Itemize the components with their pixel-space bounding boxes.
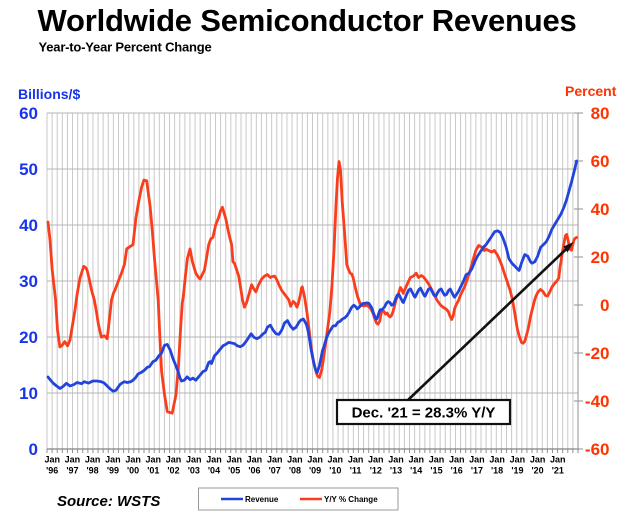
svg-text:Y/Y % Change: Y/Y % Change: [324, 495, 378, 504]
svg-text:Jan: Jan: [368, 455, 384, 465]
svg-text:'98: '98: [87, 466, 99, 476]
svg-text:'99: '99: [107, 466, 119, 476]
svg-text:Jan: Jan: [146, 455, 162, 465]
svg-text:Jan: Jan: [247, 455, 263, 465]
svg-text:'08: '08: [289, 466, 301, 476]
svg-text:Jan: Jan: [550, 455, 566, 465]
svg-text:'11: '11: [350, 466, 362, 476]
svg-text:Jan: Jan: [44, 455, 60, 465]
svg-text:-40: -40: [585, 392, 610, 411]
svg-text:10: 10: [19, 384, 38, 403]
svg-text:Dec. '21 = 28.3% Y/Y: Dec. '21 = 28.3% Y/Y: [352, 405, 496, 422]
svg-text:Jan: Jan: [65, 455, 81, 465]
svg-text:'21: '21: [552, 466, 564, 476]
svg-text:'13: '13: [390, 466, 402, 476]
svg-text:Jan: Jan: [287, 455, 303, 465]
svg-text:Jan: Jan: [489, 455, 505, 465]
svg-text:'07: '07: [269, 466, 281, 476]
svg-text:Jan: Jan: [429, 455, 445, 465]
svg-text:Jan: Jan: [166, 455, 182, 465]
svg-text:Source: WSTS: Source: WSTS: [57, 493, 160, 510]
svg-text:Jan: Jan: [510, 455, 526, 465]
svg-text:Jan: Jan: [449, 455, 465, 465]
svg-text:Revenue: Revenue: [245, 495, 279, 504]
svg-text:Billions/$: Billions/$: [18, 86, 80, 102]
svg-text:'01: '01: [147, 466, 159, 476]
svg-text:'16: '16: [451, 466, 463, 476]
svg-text:60: 60: [591, 152, 610, 171]
svg-text:Jan: Jan: [530, 455, 546, 465]
svg-text:50: 50: [19, 160, 38, 179]
svg-text:Jan: Jan: [408, 455, 424, 465]
svg-text:0: 0: [29, 440, 38, 459]
svg-text:'15: '15: [430, 466, 442, 476]
svg-text:-60: -60: [585, 440, 610, 459]
svg-text:Jan: Jan: [307, 455, 323, 465]
svg-text:Jan: Jan: [267, 455, 283, 465]
svg-text:Jan: Jan: [328, 455, 344, 465]
svg-text:'03: '03: [188, 466, 200, 476]
svg-text:'97: '97: [66, 466, 78, 476]
svg-text:Percent: Percent: [565, 83, 617, 99]
svg-text:20: 20: [591, 248, 610, 267]
svg-text:Jan: Jan: [226, 455, 242, 465]
svg-text:60: 60: [19, 104, 38, 123]
svg-text:'09: '09: [309, 466, 321, 476]
svg-text:40: 40: [591, 200, 610, 219]
svg-text:Worldwide Semiconductor Revenu: Worldwide Semiconductor Revenues: [38, 3, 577, 38]
svg-text:'02: '02: [167, 466, 179, 476]
svg-text:'10: '10: [329, 466, 341, 476]
svg-text:Jan: Jan: [388, 455, 404, 465]
svg-text:'14: '14: [410, 466, 422, 476]
svg-text:Jan: Jan: [206, 455, 222, 465]
svg-text:-20: -20: [585, 344, 610, 363]
svg-text:20: 20: [19, 328, 38, 347]
svg-text:'18: '18: [491, 466, 503, 476]
svg-text:Jan: Jan: [186, 455, 202, 465]
svg-text:Jan: Jan: [125, 455, 141, 465]
svg-text:'96: '96: [46, 466, 58, 476]
svg-text:Jan: Jan: [348, 455, 364, 465]
svg-text:'06: '06: [248, 466, 260, 476]
svg-text:Jan: Jan: [469, 455, 485, 465]
svg-text:30: 30: [19, 272, 38, 291]
svg-text:Year-to-Year Percent Change: Year-to-Year Percent Change: [39, 40, 212, 55]
svg-text:'04: '04: [208, 466, 220, 476]
svg-text:40: 40: [19, 216, 38, 235]
svg-text:Jan: Jan: [85, 455, 101, 465]
svg-text:'12: '12: [370, 466, 382, 476]
svg-text:'00: '00: [127, 466, 139, 476]
svg-text:'19: '19: [511, 466, 523, 476]
svg-text:0: 0: [600, 296, 609, 315]
svg-text:'17: '17: [471, 466, 483, 476]
svg-text:'20: '20: [532, 466, 544, 476]
svg-text:'05: '05: [228, 466, 240, 476]
svg-text:80: 80: [591, 104, 610, 123]
svg-text:Jan: Jan: [105, 455, 121, 465]
